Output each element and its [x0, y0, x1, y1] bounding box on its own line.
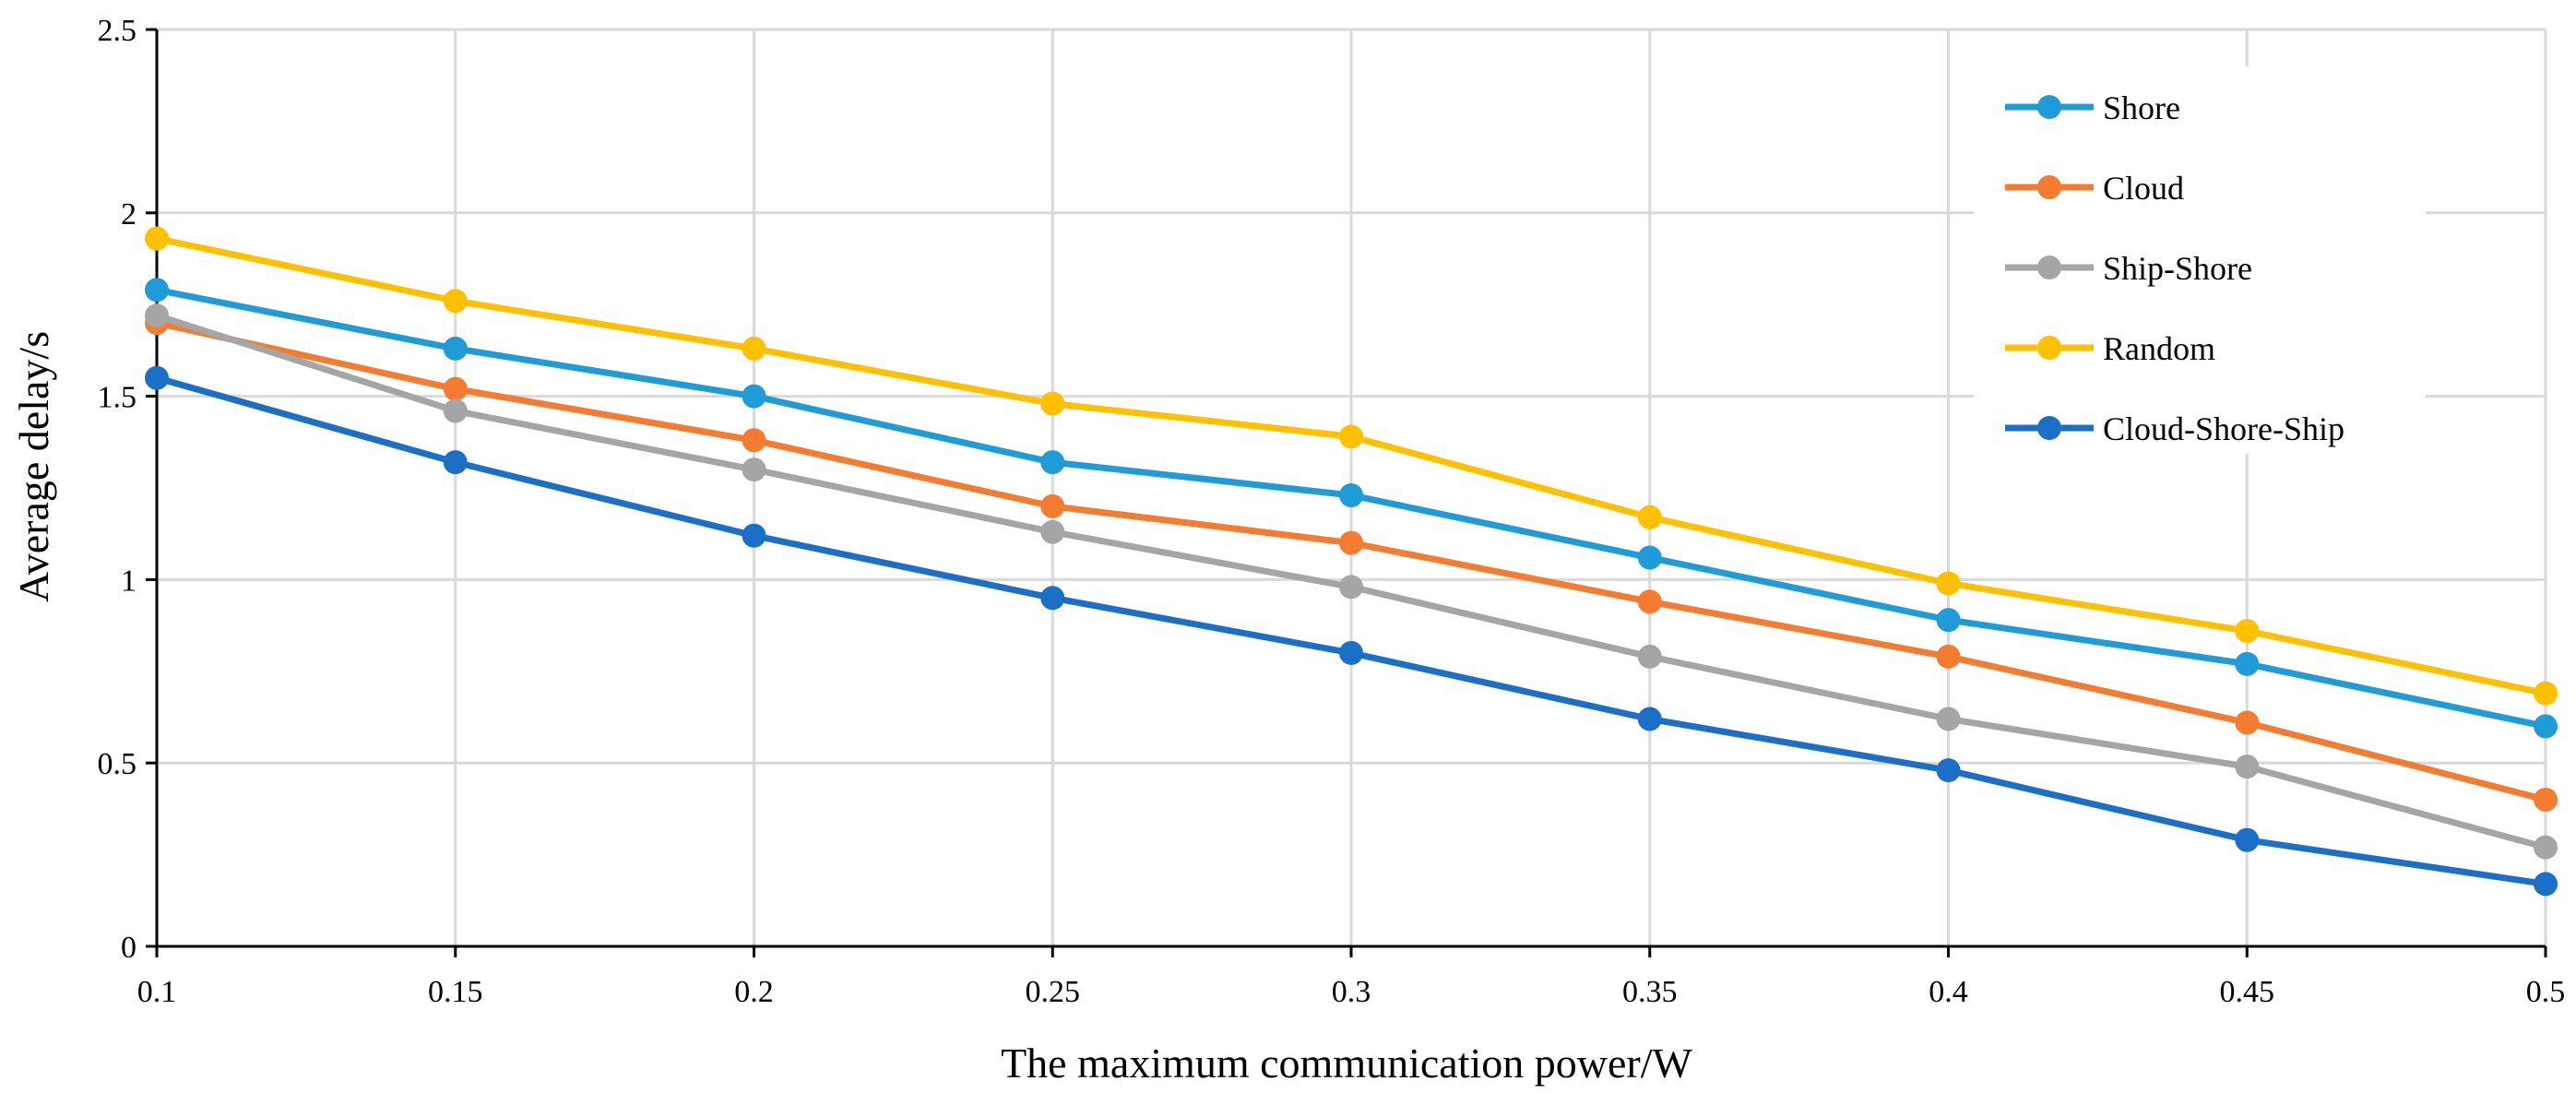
data-point — [443, 376, 468, 401]
tick-labels: 0 0.5 1 1.5 2 2.5 0.1 0.15 0.2 0.25 0.3 0.35 0.4 0.45… — [98, 14, 2566, 1009]
data-point — [1040, 450, 1065, 475]
y-tick-label: 2.5 — [98, 14, 137, 48]
legend: Shore Cloud Ship-Shore Random Cloud-Shore-Sh… — [1974, 66, 2426, 454]
legend-item: Random — [2005, 330, 2215, 367]
data-point — [2235, 619, 2260, 644]
data-point — [2534, 787, 2558, 812]
legend-label: Cloud — [2103, 170, 2184, 207]
data-point — [1936, 758, 1961, 783]
data-point — [1339, 530, 1363, 555]
x-axis-title: The maximum communication power/W — [1001, 1040, 1692, 1087]
data-point — [443, 398, 468, 423]
data-point — [2534, 681, 2558, 706]
data-point — [145, 226, 169, 251]
data-point — [443, 289, 468, 314]
data-point — [2235, 754, 2260, 779]
x-tick-label: 0.45 — [2220, 975, 2275, 1009]
data-point — [145, 365, 169, 390]
legend-label: Shore — [2103, 89, 2180, 126]
x-tick-label: 0.1 — [137, 975, 177, 1009]
data-point — [1936, 644, 1961, 669]
data-point — [2235, 651, 2260, 676]
data-point — [1637, 505, 1662, 529]
series-cloud — [145, 311, 2558, 812]
axes-layer — [146, 28, 2547, 957]
data-point — [1040, 586, 1065, 611]
series-ship-shore — [145, 303, 2558, 860]
legend-swatch-marker — [2037, 95, 2061, 119]
data-point — [1936, 571, 1961, 596]
data-point — [2235, 827, 2260, 852]
data-point — [742, 384, 766, 409]
data-point — [1637, 589, 1662, 614]
x-tick-label: 0.25 — [1026, 975, 1081, 1009]
legend-item: Cloud-Shore-Ship — [2005, 410, 2345, 447]
legend-item: Cloud — [2005, 170, 2184, 207]
y-tick-label: 0 — [121, 931, 137, 965]
data-point — [1637, 545, 1662, 570]
legend-swatch-marker — [2037, 175, 2061, 199]
series-layer — [145, 226, 2558, 897]
legend-item: Shore — [2005, 89, 2180, 126]
series-shore — [145, 278, 2558, 739]
data-point — [1936, 707, 1961, 731]
series-cloud-shore-ship — [145, 365, 2558, 897]
data-point — [1339, 482, 1363, 507]
legend-swatch-marker — [2037, 255, 2061, 279]
y-tick-label: 2 — [121, 197, 137, 232]
legend-swatch-marker — [2037, 416, 2061, 440]
data-point — [1040, 391, 1065, 416]
data-point — [1637, 707, 1662, 731]
data-point — [1637, 644, 1662, 669]
data-point — [2534, 835, 2558, 860]
legend-label: Cloud-Shore-Ship — [2103, 410, 2345, 447]
data-point — [1339, 424, 1363, 449]
data-point — [443, 450, 468, 475]
legend-label: Ship-Shore — [2103, 250, 2252, 287]
data-point — [145, 278, 169, 303]
x-tick-label: 0.4 — [1929, 975, 1968, 1009]
data-point — [145, 303, 169, 328]
x-tick-label: 0.5 — [2526, 975, 2566, 1009]
legend-item: Ship-Shore — [2005, 250, 2252, 287]
data-point — [2534, 714, 2558, 739]
x-tick-label: 0.3 — [1332, 975, 1371, 1009]
x-tick-label: 0.35 — [1622, 975, 1678, 1009]
data-point — [1339, 575, 1363, 600]
y-tick-label: 1 — [121, 564, 137, 598]
data-point — [742, 457, 766, 482]
data-point — [742, 336, 766, 361]
legend-swatch-marker — [2037, 336, 2061, 360]
y-axis-title: Average delay/s — [10, 331, 57, 602]
x-tick-label: 0.15 — [428, 975, 483, 1009]
data-point — [1339, 640, 1363, 665]
data-point — [742, 523, 766, 548]
data-point — [443, 336, 468, 361]
x-tick-label: 0.2 — [734, 975, 774, 1009]
y-tick-label: 0.5 — [98, 747, 137, 781]
y-tick-label: 1.5 — [98, 381, 137, 415]
data-point — [1040, 493, 1065, 518]
series-random — [145, 226, 2558, 706]
data-point — [1040, 519, 1065, 544]
data-point — [2534, 872, 2558, 897]
legend-label: Random — [2103, 330, 2215, 367]
data-point — [742, 428, 766, 453]
data-point — [2235, 710, 2260, 735]
data-point — [1936, 608, 1961, 633]
